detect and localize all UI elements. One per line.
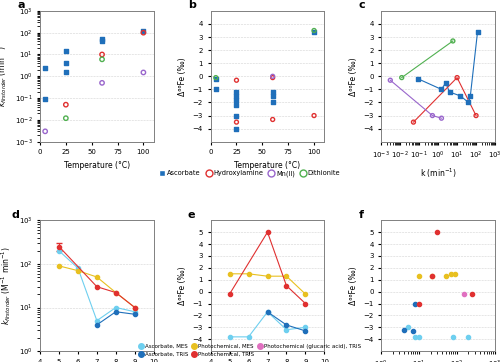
Point xyxy=(415,334,423,340)
Point xyxy=(268,93,276,99)
Point xyxy=(41,65,49,71)
Text: a: a xyxy=(17,0,25,10)
Point xyxy=(386,77,394,83)
Point xyxy=(453,75,461,80)
Point xyxy=(428,273,436,279)
Point xyxy=(140,70,147,75)
Point xyxy=(62,102,70,108)
Point xyxy=(450,334,458,340)
Point xyxy=(442,273,450,279)
Text: c: c xyxy=(358,0,365,10)
Point xyxy=(232,113,240,118)
Point xyxy=(310,29,318,35)
Point xyxy=(41,129,49,134)
Point xyxy=(232,97,240,103)
Point xyxy=(310,113,318,118)
Point xyxy=(98,36,106,42)
Point xyxy=(212,87,220,92)
Point xyxy=(472,113,480,118)
Point xyxy=(456,93,464,99)
Point xyxy=(464,100,472,105)
Y-axis label: $k_{first order}$ (M$^{-1}$ min$^{-1}$): $k_{first order}$ (M$^{-1}$ min$^{-1}$) xyxy=(0,246,13,325)
Point xyxy=(140,28,147,34)
Point xyxy=(212,76,220,82)
Point xyxy=(447,271,455,277)
Point xyxy=(62,70,70,75)
Point xyxy=(232,77,240,83)
Y-axis label: Δ⁶⁶Fe (‰): Δ⁶⁶Fe (‰) xyxy=(348,57,358,96)
X-axis label: k (min$^{-1}$): k (min$^{-1}$) xyxy=(420,166,457,180)
Point xyxy=(452,271,460,277)
Point xyxy=(98,56,106,62)
Point xyxy=(415,301,423,307)
Point xyxy=(412,301,420,307)
Point xyxy=(268,117,276,122)
Text: e: e xyxy=(188,210,196,220)
Legend: Ascorbate, Hydroxylamine, Mn(II), Dithionite: Ascorbate, Hydroxylamine, Mn(II), Dithio… xyxy=(157,168,343,180)
X-axis label: Temperature (°C): Temperature (°C) xyxy=(234,161,300,170)
Point xyxy=(398,75,406,80)
Point xyxy=(62,48,70,54)
Point xyxy=(232,93,240,99)
Point xyxy=(232,126,240,131)
Point xyxy=(41,96,49,102)
Point xyxy=(412,334,420,340)
Point xyxy=(98,38,106,44)
Point xyxy=(438,87,446,92)
Point xyxy=(232,89,240,95)
Point xyxy=(268,75,276,80)
Point xyxy=(98,80,106,86)
Text: b: b xyxy=(188,0,196,10)
Point xyxy=(446,89,454,95)
Y-axis label: Δ⁶⁶Fe (‰): Δ⁶⁶Fe (‰) xyxy=(178,57,187,96)
Point xyxy=(414,76,422,82)
Point xyxy=(410,328,418,334)
Point xyxy=(415,273,423,279)
Point xyxy=(466,93,474,99)
Point xyxy=(268,73,276,79)
Y-axis label: Δ⁶⁶Fe (‰): Δ⁶⁶Fe (‰) xyxy=(348,266,358,305)
Point xyxy=(449,38,457,44)
Point xyxy=(140,30,147,35)
Point xyxy=(428,113,436,118)
Point xyxy=(438,115,446,121)
Point xyxy=(232,119,240,125)
Point xyxy=(62,60,70,66)
Text: f: f xyxy=(358,210,364,220)
Point xyxy=(428,273,436,279)
Text: d: d xyxy=(12,210,20,220)
Point xyxy=(98,52,106,58)
Point xyxy=(434,229,442,235)
Y-axis label: $k_{first order}$ (min$^{-1}$): $k_{first order}$ (min$^{-1}$) xyxy=(0,45,9,107)
Point xyxy=(410,119,418,125)
Point xyxy=(268,100,276,105)
Point xyxy=(474,29,482,35)
Point xyxy=(460,291,468,297)
Point xyxy=(310,28,318,33)
Point xyxy=(268,89,276,95)
Point xyxy=(212,75,220,80)
Y-axis label: Δ⁶⁶Fe (‰): Δ⁶⁶Fe (‰) xyxy=(178,266,187,305)
Point xyxy=(464,334,472,340)
Point xyxy=(62,115,70,121)
Legend: Ascorbate, MES, Ascorbate, TRIS, Photochemical, MES, Photochemical, TRIS, Photoc: Ascorbate, MES, Ascorbate, TRIS, Photoch… xyxy=(137,342,363,359)
Point xyxy=(442,80,450,86)
Point xyxy=(232,102,240,108)
X-axis label: Temperature (°C): Temperature (°C) xyxy=(64,161,130,170)
Point xyxy=(468,291,476,297)
Point xyxy=(404,324,412,330)
Point xyxy=(400,327,408,333)
